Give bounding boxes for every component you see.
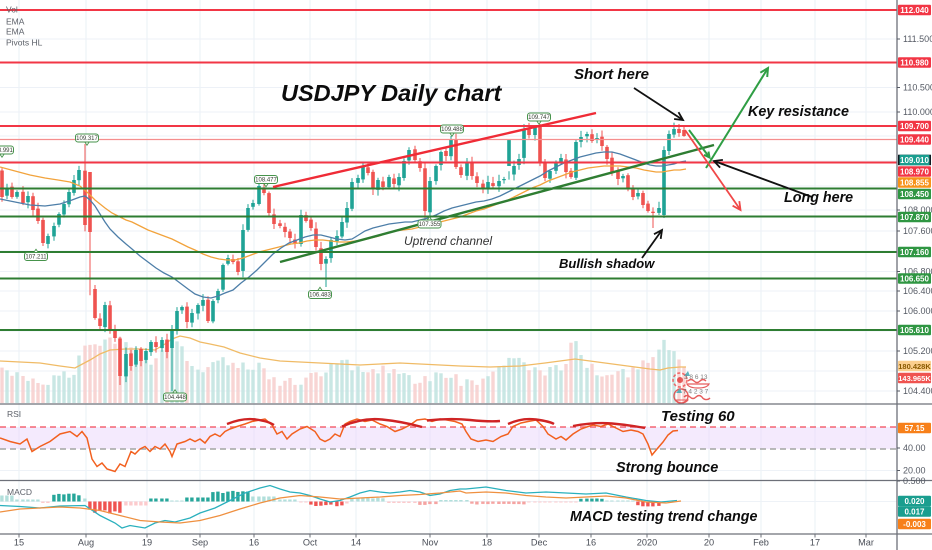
svg-text:108.991: 108.991 bbox=[0, 148, 14, 154]
svg-text:Sep: Sep bbox=[192, 538, 208, 548]
svg-text:-0.003: -0.003 bbox=[903, 520, 926, 529]
svg-text:Oct: Oct bbox=[303, 538, 318, 548]
svg-text:20: 20 bbox=[704, 538, 714, 548]
svg-text:106.483: 106.483 bbox=[309, 293, 331, 299]
svg-text:112.040: 112.040 bbox=[900, 6, 929, 15]
svg-text:110.980: 110.980 bbox=[900, 58, 929, 67]
svg-text:0.500: 0.500 bbox=[903, 476, 926, 486]
svg-text:14: 14 bbox=[351, 538, 361, 548]
svg-text:Nov: Nov bbox=[422, 538, 439, 548]
svg-text:Pivots HL: Pivots HL bbox=[6, 38, 43, 48]
svg-text:110.000: 110.000 bbox=[903, 107, 932, 117]
svg-text:Vol: Vol bbox=[6, 5, 18, 15]
svg-text:16: 16 bbox=[249, 538, 259, 548]
svg-text:19: 19 bbox=[142, 538, 152, 548]
svg-text:16: 16 bbox=[586, 538, 596, 548]
svg-text:109.488: 109.488 bbox=[441, 127, 463, 133]
svg-text:Feb: Feb bbox=[753, 538, 769, 548]
svg-text:110.500: 110.500 bbox=[903, 83, 932, 93]
svg-text:109.317: 109.317 bbox=[76, 136, 98, 142]
svg-text:107.211: 107.211 bbox=[25, 255, 47, 261]
svg-text:7 4 2 3 7: 7 4 2 3 7 bbox=[683, 389, 709, 396]
svg-text:Mar: Mar bbox=[858, 538, 874, 548]
svg-text:EMA: EMA bbox=[6, 27, 25, 37]
svg-text:MACD: MACD bbox=[7, 487, 32, 497]
svg-text:106.400: 106.400 bbox=[903, 286, 932, 296]
svg-text:EMA: EMA bbox=[6, 17, 25, 27]
svg-text:108.450: 108.450 bbox=[900, 190, 929, 199]
svg-text:108.970: 108.970 bbox=[900, 167, 929, 176]
svg-text:108.477: 108.477 bbox=[255, 178, 277, 184]
svg-text:Aug: Aug bbox=[78, 538, 94, 548]
svg-text:107.160: 107.160 bbox=[900, 248, 929, 257]
svg-text:15: 15 bbox=[14, 538, 24, 548]
svg-text:109.700: 109.700 bbox=[900, 122, 929, 131]
svg-text:107.870: 107.870 bbox=[900, 213, 929, 222]
svg-text:105.610: 105.610 bbox=[900, 326, 929, 335]
svg-text:57.15: 57.15 bbox=[904, 424, 925, 433]
svg-text:108.000: 108.000 bbox=[903, 205, 932, 215]
svg-text:RSI: RSI bbox=[7, 409, 21, 419]
svg-text:106.650: 106.650 bbox=[900, 274, 929, 283]
svg-text:107.600: 107.600 bbox=[903, 226, 932, 236]
svg-text:106.800: 106.800 bbox=[903, 267, 932, 277]
svg-text:104.400: 104.400 bbox=[903, 386, 932, 396]
svg-text:107.355: 107.355 bbox=[419, 222, 441, 228]
svg-text:109.747: 109.747 bbox=[528, 115, 550, 121]
svg-text:109.440: 109.440 bbox=[900, 135, 929, 144]
svg-text:143.965K: 143.965K bbox=[898, 374, 931, 383]
svg-text:17: 17 bbox=[810, 538, 820, 548]
svg-text:20.00: 20.00 bbox=[903, 466, 926, 476]
svg-text:108.855: 108.855 bbox=[900, 178, 929, 187]
svg-text:106.000: 106.000 bbox=[903, 306, 932, 316]
svg-text:2020: 2020 bbox=[637, 538, 657, 548]
svg-text:104.448: 104.448 bbox=[164, 395, 186, 401]
svg-text:3 8 6 13: 3 8 6 13 bbox=[684, 374, 708, 381]
svg-text:111.500: 111.500 bbox=[903, 34, 932, 44]
svg-text:18: 18 bbox=[482, 538, 492, 548]
svg-text:0.020: 0.020 bbox=[904, 497, 925, 506]
svg-text:0.017: 0.017 bbox=[904, 507, 925, 516]
svg-text:109.010: 109.010 bbox=[900, 156, 929, 165]
svg-text:40.00: 40.00 bbox=[903, 443, 926, 453]
svg-text:105.200: 105.200 bbox=[903, 346, 932, 356]
svg-text:Dec: Dec bbox=[531, 538, 548, 548]
svg-text:180.428K: 180.428K bbox=[898, 362, 931, 371]
